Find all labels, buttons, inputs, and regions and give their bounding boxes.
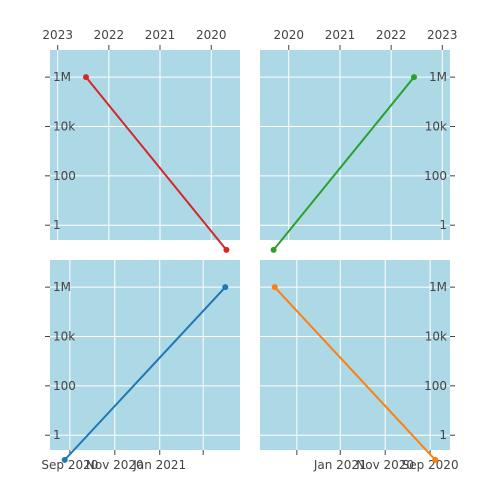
x-tick-label: 2023 [42,28,73,42]
data-point [61,456,68,463]
y-tick-label: 100 [53,379,76,393]
plot-area-bottom-right [260,260,450,450]
x-tick-label: 2020 [273,28,304,42]
data-point [432,456,439,463]
y-tick-label: 10k [53,119,75,133]
data-point [270,246,277,253]
y-tick-label: 100 [53,169,76,183]
series-line-bottom-left [63,286,227,461]
x-tick-label: 2022 [94,28,125,42]
y-tick-label: 1 [439,428,447,442]
x-tick-label: 2021 [325,28,356,42]
x-tick-label: 2022 [376,28,407,42]
data-point [223,246,230,253]
y-tick-label: 1 [53,218,61,232]
y-tick-label: 1 [53,428,61,442]
data-point [222,284,229,291]
y-tick-label: 100 [424,379,447,393]
plot-area-bottom-left [50,260,240,450]
series-line-top-left [85,76,228,251]
y-tick-label: 1 [439,218,447,232]
x-tick-label: Jan 2021 [132,458,186,472]
y-tick-label: 100 [424,169,447,183]
data-point [410,74,417,81]
y-tick-label: 10k [53,329,75,343]
y-tick-label: 10k [425,329,447,343]
y-tick-label: 1M [429,70,447,84]
y-tick-label: 1M [53,70,71,84]
series-line-bottom-right [273,286,437,461]
x-tick-label: Sep 2020 [402,458,459,472]
x-tick-label: Nov 2020 [356,458,414,472]
x-tick-label: Nov 2020 [86,458,144,472]
y-tick-label: 1M [53,280,71,294]
x-tick-label: 2023 [427,28,458,42]
data-point [271,284,278,291]
plot-area-top-right [260,50,450,240]
series-line-top-right [272,76,415,251]
data-point [83,74,90,81]
x-tick-label: Sep 2020 [41,458,98,472]
y-tick-label: 10k [425,119,447,133]
x-tick-label: 2020 [196,28,227,42]
plot-area-top-left [50,50,240,240]
y-tick-label: 1M [429,280,447,294]
x-tick-label: Jan 2021 [313,458,367,472]
x-tick-label: 2021 [145,28,176,42]
